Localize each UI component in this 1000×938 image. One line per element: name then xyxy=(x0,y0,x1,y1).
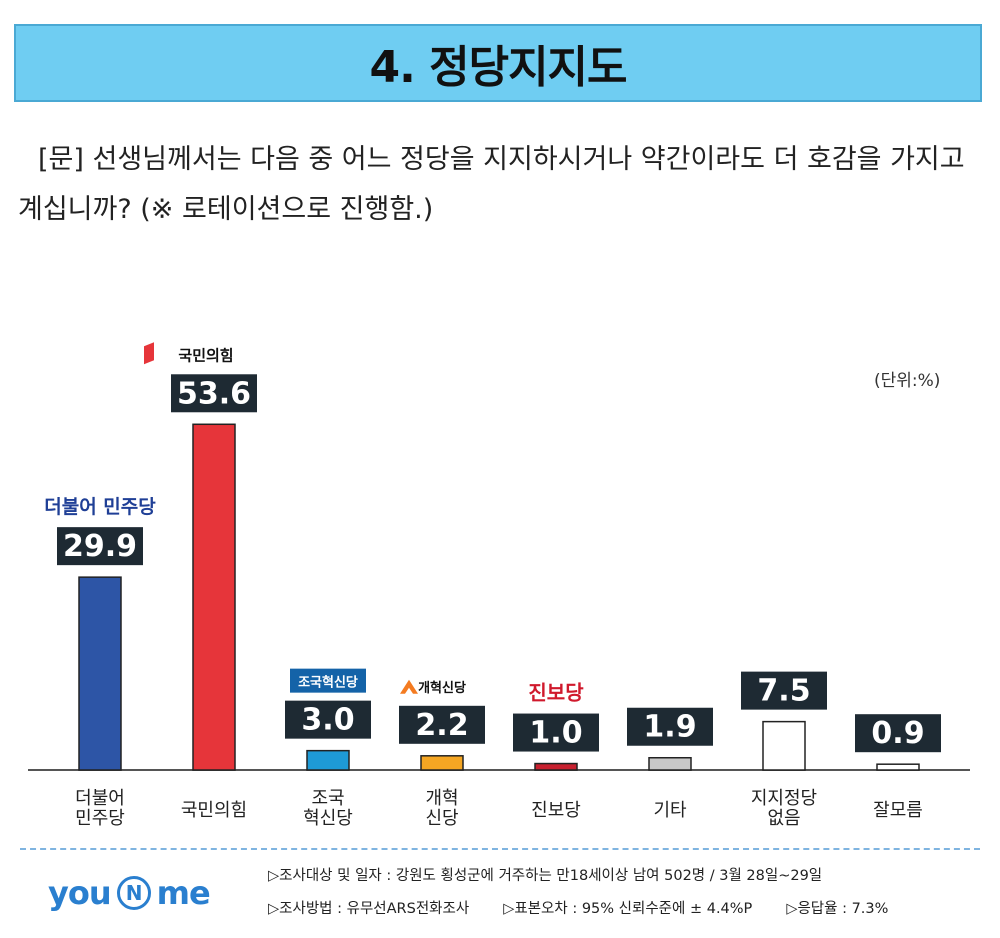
value-box-3 xyxy=(399,705,485,744)
bar-4 xyxy=(534,762,578,771)
category-label-6-1: 없음 xyxy=(767,808,800,829)
value-box-5 xyxy=(627,707,713,746)
category-label-6-0: 지지정당 xyxy=(751,788,817,809)
category-label-3-0: 개혁 xyxy=(425,788,458,809)
younme-logo: you N me xyxy=(48,874,211,912)
category-label-7-0: 잘모름 xyxy=(873,800,923,821)
category-label-1-0: 국민의힘 xyxy=(181,800,247,821)
party-logo-0: 더불어 민주당 xyxy=(44,496,156,518)
question-text: [문] 선생님께서는 다음 중 어느 정당을 지지하시거나 약간이라도 더 호감… xyxy=(18,144,965,225)
value-label-0: 29.9 xyxy=(63,529,137,564)
value-box-0 xyxy=(57,527,143,566)
bar-6 xyxy=(762,720,806,771)
category-label-0-1: 민주당 xyxy=(75,808,125,829)
party-logo-mark-1 xyxy=(144,342,154,365)
value-label-1: 53.6 xyxy=(177,376,251,411)
category-label-4-0: 진보당 xyxy=(531,800,581,821)
bar-0 xyxy=(78,576,122,771)
bar-2 xyxy=(306,749,350,771)
bar-3 xyxy=(420,755,464,771)
value-box-7 xyxy=(855,714,941,753)
party-logo-2: 조국혁신당 xyxy=(298,675,358,691)
value-label-2: 3.0 xyxy=(301,703,354,738)
category-label-0-0: 더불어 xyxy=(75,788,125,809)
category-label-2-0: 조국 xyxy=(311,788,344,809)
survey-info: ▷조사대상 및 일자 : 강원도 횡성군에 거주하는 만18세이상 남여 502… xyxy=(268,860,888,926)
value-box-6 xyxy=(741,671,827,710)
party-logo-4: 진보당 xyxy=(528,681,584,705)
title-bar: 4. 정당지지도 xyxy=(14,24,982,102)
logo-you: you xyxy=(48,874,112,912)
survey-response: ▷응답율 : 7.3% xyxy=(786,901,889,917)
category-label-5-0: 기타 xyxy=(653,800,687,821)
bar-1 xyxy=(192,423,236,771)
party-logo-bg-2 xyxy=(290,668,366,693)
survey-method: ▷조사방법 : 유무선ARS전화조사 xyxy=(268,901,470,917)
value-label-5: 1.9 xyxy=(643,710,696,745)
divider xyxy=(20,848,980,850)
party-logo-1: 국민의힘 xyxy=(178,346,233,364)
value-label-4: 1.0 xyxy=(529,716,582,751)
party-logo-mark-3 xyxy=(400,679,418,694)
category-label-3-1: 신당 xyxy=(425,808,458,829)
value-label-6: 7.5 xyxy=(757,674,810,709)
party-logo-3: 개혁신당 xyxy=(418,680,466,696)
value-box-2 xyxy=(285,700,371,739)
page-title: 4. 정당지지도 xyxy=(369,42,627,93)
value-box-4 xyxy=(513,713,599,752)
bar-7 xyxy=(876,763,920,771)
logo-me: me xyxy=(156,874,211,912)
unit-label: (단위:%) xyxy=(874,371,941,391)
value-box-1 xyxy=(171,374,257,413)
logo-n-circle: N xyxy=(116,876,151,910)
category-label-2-1: 혁신당 xyxy=(303,808,353,829)
value-label-3: 2.2 xyxy=(415,708,468,743)
value-label-7: 0.9 xyxy=(871,716,924,751)
survey-target: ▷조사대상 및 일자 : 강원도 횡성군에 거주하는 만18세이상 남여 502… xyxy=(268,868,823,884)
bar-5 xyxy=(648,756,692,771)
survey-error: ▷표본오차 : 95% 신뢰수준에 ± 4.4%P xyxy=(503,901,753,917)
